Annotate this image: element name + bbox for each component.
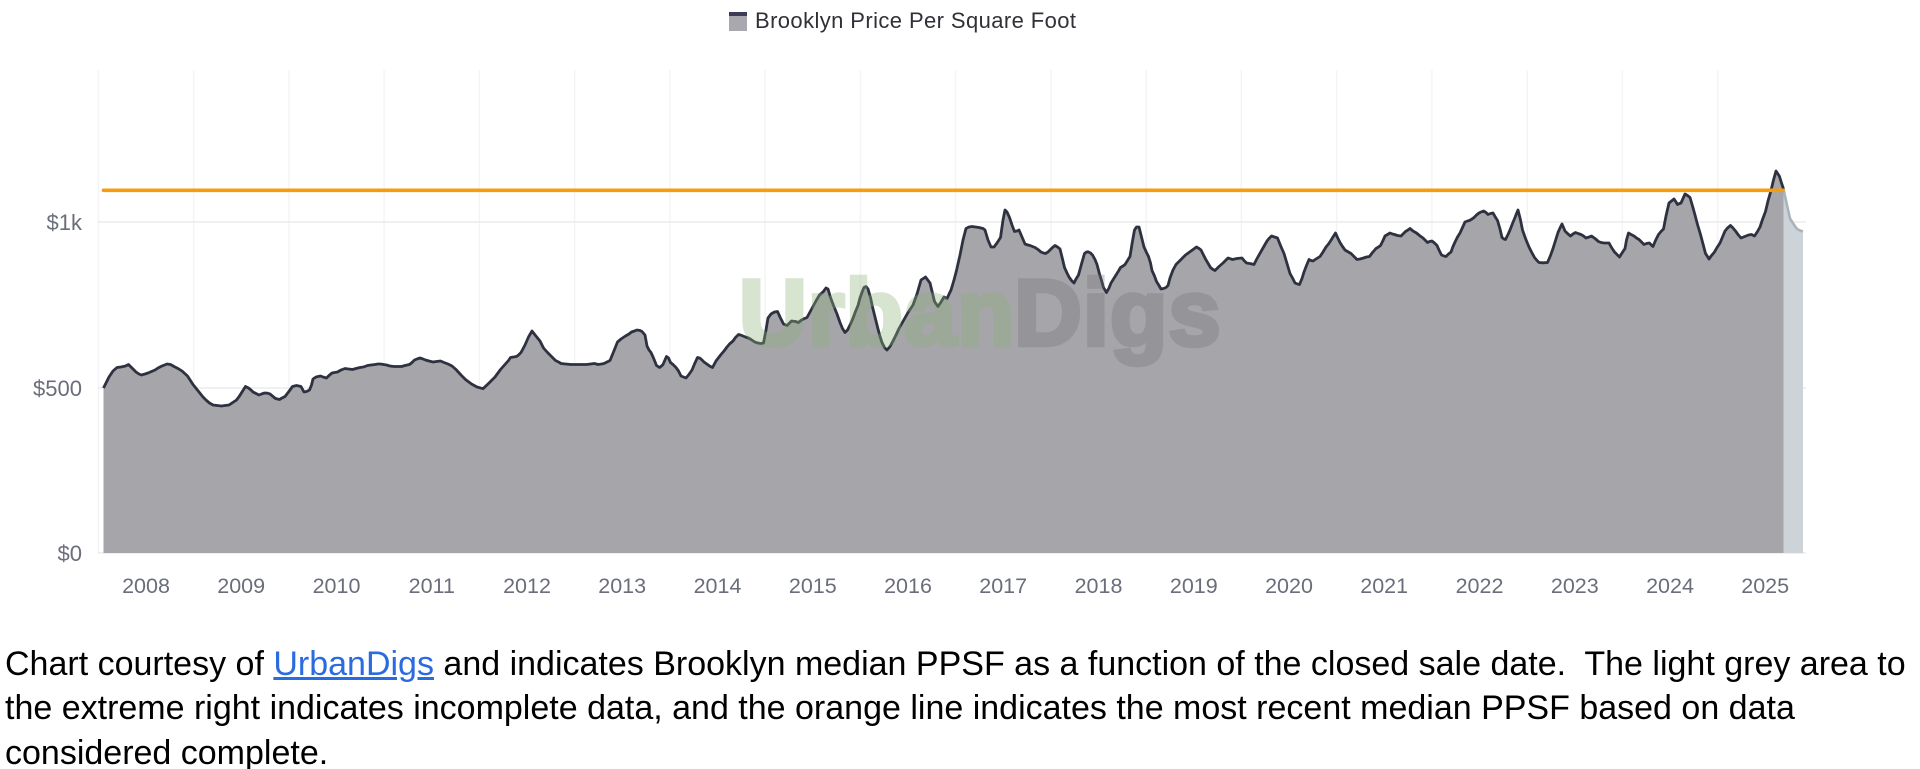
svg-text:Digs: Digs	[1014, 260, 1222, 365]
svg-text:Urban: Urban	[739, 260, 1016, 365]
